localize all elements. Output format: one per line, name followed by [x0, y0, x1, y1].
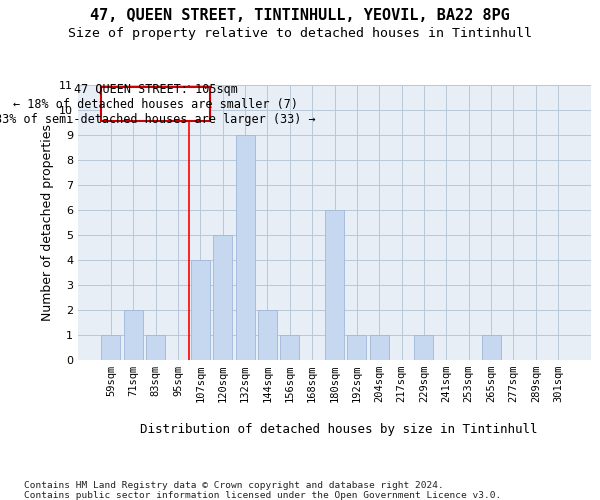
Bar: [101, 335, 121, 360]
Bar: [482, 335, 500, 360]
Bar: [347, 335, 367, 360]
Text: Distribution of detached houses by size in Tintinhull: Distribution of detached houses by size …: [140, 422, 538, 436]
Bar: [191, 260, 210, 360]
Text: 47, QUEEN STREET, TINTINHULL, YEOVIL, BA22 8PG: 47, QUEEN STREET, TINTINHULL, YEOVIL, BA…: [90, 8, 510, 22]
Bar: [236, 135, 254, 360]
Text: Contains HM Land Registry data © Crown copyright and database right 2024.
Contai: Contains HM Land Registry data © Crown c…: [24, 480, 501, 500]
Bar: [213, 235, 232, 360]
Bar: [325, 210, 344, 360]
FancyBboxPatch shape: [101, 88, 211, 121]
Bar: [124, 310, 143, 360]
Bar: [146, 335, 165, 360]
Text: 47 QUEEN STREET: 105sqm
← 18% of detached houses are smaller (7)
83% of semi-det: 47 QUEEN STREET: 105sqm ← 18% of detache…: [0, 83, 316, 126]
Bar: [280, 335, 299, 360]
Bar: [258, 310, 277, 360]
Bar: [370, 335, 389, 360]
Bar: [415, 335, 433, 360]
Y-axis label: Number of detached properties: Number of detached properties: [41, 124, 53, 321]
Text: Size of property relative to detached houses in Tintinhull: Size of property relative to detached ho…: [68, 28, 532, 40]
